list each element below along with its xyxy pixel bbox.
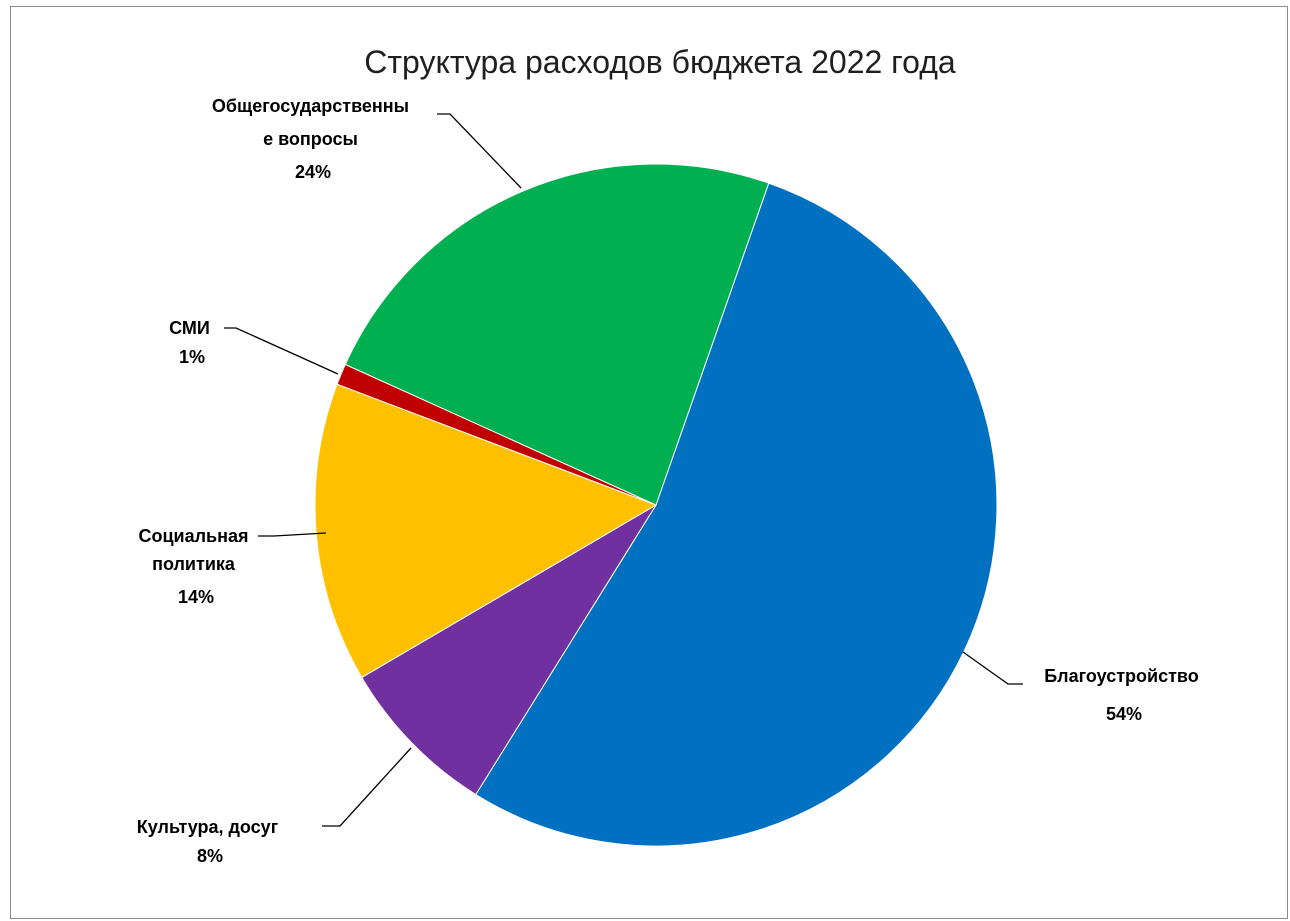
chart-title: Структура расходов бюджета 2022 года bbox=[364, 44, 956, 80]
leader-line-kultura bbox=[322, 747, 412, 827]
leader-lines bbox=[224, 113, 1023, 827]
slice-kultura bbox=[361, 504, 657, 796]
leader-line-socialnaya bbox=[258, 532, 327, 537]
label-socialnaya: Социальная политика 14% bbox=[138, 526, 253, 607]
slice-obshchegos bbox=[344, 163, 770, 506]
label-obshchegos: Общегосударственны е вопросы 24% bbox=[212, 96, 414, 182]
leader-line-smi bbox=[224, 327, 339, 375]
pie-slices bbox=[314, 163, 998, 847]
label-kultura: Культура, досуг 8% bbox=[137, 817, 283, 866]
leader-line-blagoustroystvo bbox=[962, 651, 1023, 685]
label-smi: СМИ 1% bbox=[169, 318, 215, 367]
data-labels: Благоустройство 54% Культура, досуг 8% С… bbox=[137, 96, 1204, 866]
label-blagoustroystvo: Благоустройство 54% bbox=[1044, 666, 1204, 724]
leader-line-obshchegos bbox=[437, 113, 522, 189]
